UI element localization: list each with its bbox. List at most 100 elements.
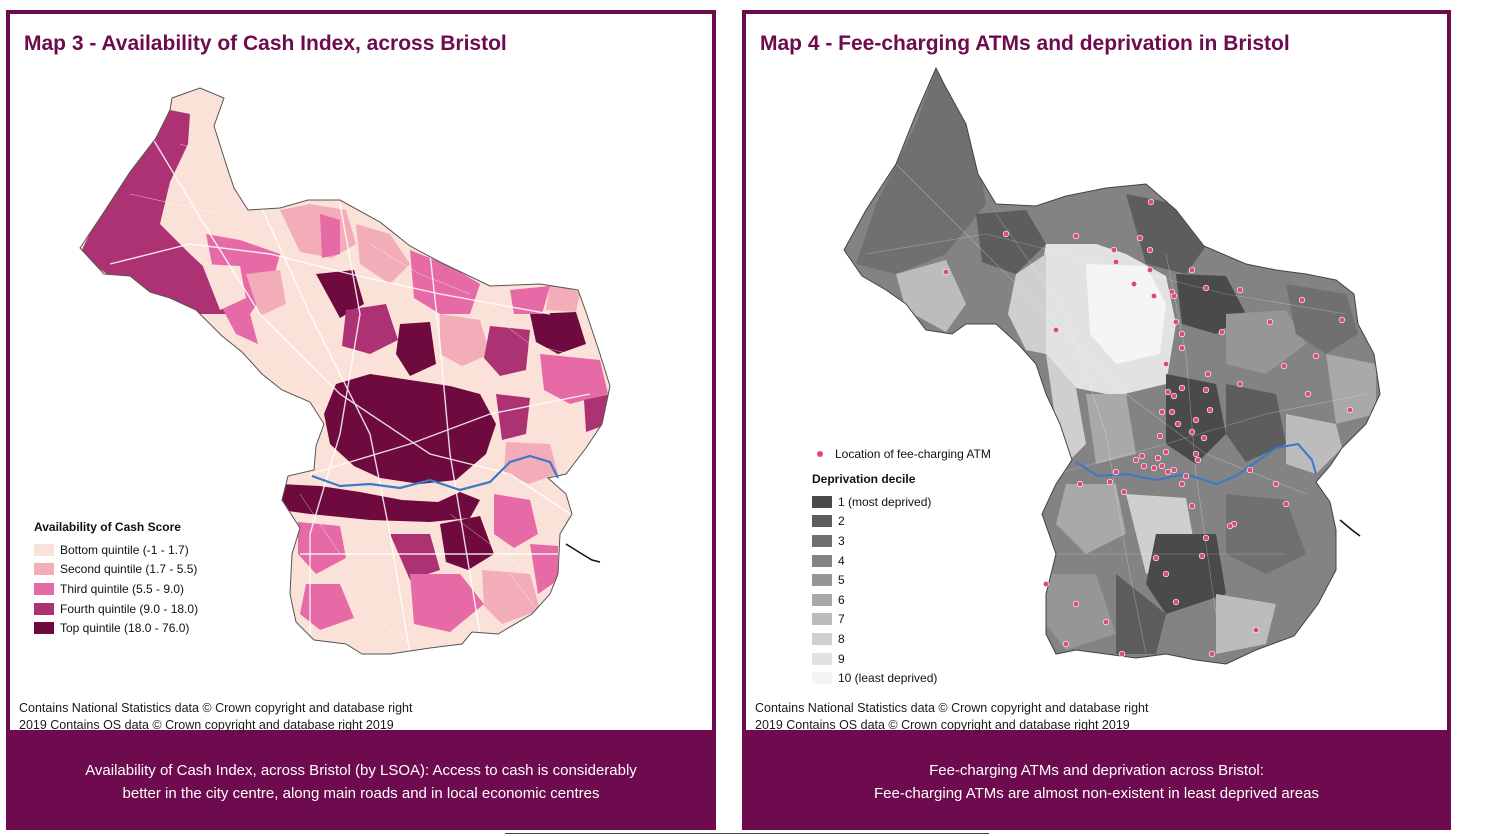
atm-marker	[1136, 234, 1144, 242]
atm-marker	[1218, 328, 1226, 336]
caption-line: Fee-charging ATMs and deprivation across…	[929, 762, 1264, 779]
legend-label: 8	[838, 631, 845, 646]
atm-marker	[1162, 570, 1170, 578]
credit-line: Contains National Statistics data © Crow…	[755, 701, 1149, 715]
legend-title: Deprivation decile	[812, 472, 916, 486]
legend-title: Availability of Cash Score	[34, 520, 181, 534]
legend-swatch	[812, 554, 832, 567]
legend-label: 9	[838, 651, 845, 666]
legend-item-top-quintile: Top quintile (18.0 - 76.0)	[34, 618, 198, 638]
atm-marker	[1188, 266, 1196, 274]
credit-line: 2019 Contains OS data © Crown copyright …	[19, 718, 394, 732]
atm-marker	[1164, 388, 1172, 396]
atm-marker	[1072, 232, 1080, 240]
legend-swatch	[34, 622, 54, 635]
atm-marker	[1106, 478, 1114, 486]
atm-marker	[1198, 552, 1206, 560]
legend-item-decile-7: 7	[812, 610, 991, 630]
atm-marker	[1272, 480, 1280, 488]
atm-marker	[1120, 488, 1128, 496]
atm-marker	[1236, 380, 1244, 388]
legend-swatch	[812, 632, 832, 645]
atm-marker	[1002, 230, 1010, 238]
legend-label: 2	[838, 514, 845, 529]
cash-score-legend: Availability of Cash Score Bottom quinti…	[34, 520, 198, 638]
deprivation-atm-map	[843, 67, 1381, 665]
legend-item-decile-6: 6	[812, 590, 991, 610]
atm-marker	[1202, 284, 1210, 292]
legend-item-decile-2: 2	[812, 512, 991, 532]
legend-swatch	[34, 543, 54, 556]
atm-marker	[1194, 456, 1202, 464]
atm-marker	[1162, 360, 1170, 368]
legend-swatch	[34, 582, 54, 595]
atm-marker	[1236, 286, 1244, 294]
atm-marker	[1112, 258, 1120, 266]
legend-item-bottom-quintile: Bottom quintile (-1 - 1.7)	[34, 540, 198, 560]
atm-marker	[1164, 468, 1172, 476]
legend-swatch	[812, 652, 832, 665]
legend-swatch	[812, 574, 832, 587]
atm-marker	[1130, 280, 1138, 288]
legend-swatch	[812, 613, 832, 626]
map3-panel: Map 3 - Availability of Cash Index, acro…	[6, 10, 716, 734]
legend-label: 1 (most deprived)	[838, 494, 932, 509]
atm-marker	[1204, 370, 1212, 378]
atm-marker	[1178, 344, 1186, 352]
atm-marker	[1172, 598, 1180, 606]
atm-marker	[1146, 246, 1154, 254]
atm-marker	[1188, 428, 1196, 436]
atm-marker	[1172, 318, 1180, 326]
atm-marker-icon	[817, 451, 823, 457]
map4-panel: Map 4 - Fee-charging ATMs and deprivatio…	[742, 10, 1451, 734]
atm-marker	[1202, 534, 1210, 542]
fee-charging-atm-markers	[942, 198, 1354, 658]
legend-item-decile-1: 1 (most deprived)	[812, 492, 991, 512]
deprivation-legend: Location of fee-charging ATM Deprivation…	[812, 444, 991, 688]
atm-marker	[1146, 266, 1154, 274]
legend-swatch	[812, 515, 832, 528]
divider	[505, 833, 989, 834]
atm-marker	[1162, 448, 1170, 456]
atm-marker	[1202, 386, 1210, 394]
atm-marker	[1112, 468, 1120, 476]
map4-credit: Contains National Statistics data © Crow…	[755, 700, 1148, 734]
legend-swatch	[812, 593, 832, 606]
atm-marker	[1280, 362, 1288, 370]
atm-marker	[1298, 296, 1306, 304]
credit-line: 2019 Contains OS data © Crown copyright …	[755, 718, 1130, 732]
atm-marker	[1110, 246, 1118, 254]
atm-marker	[1182, 472, 1190, 480]
map4-title: Map 4 - Fee-charging ATMs and deprivatio…	[760, 32, 1290, 55]
map3-title: Map 3 - Availability of Cash Index, acro…	[24, 32, 507, 55]
atm-marker	[1042, 580, 1050, 588]
atm-marker	[1150, 464, 1158, 472]
legend-label: 5	[838, 573, 845, 588]
legend-label: 3	[838, 533, 845, 548]
atm-marker	[1246, 466, 1254, 474]
caption-line: better in the city centre, along main ro…	[122, 785, 600, 802]
legend-swatch	[812, 495, 832, 508]
map3-caption: Availability of Cash Index, across Brist…	[6, 734, 716, 830]
atm-marker	[942, 268, 950, 276]
credit-line: Contains National Statistics data © Crow…	[19, 701, 413, 715]
atm-marker	[1178, 480, 1186, 488]
atm-marker	[1252, 626, 1260, 634]
river-avon	[311, 454, 559, 492]
legend-item-decile-3: 3	[812, 531, 991, 551]
atm-marker	[1192, 416, 1200, 424]
atm-marker	[1338, 316, 1346, 324]
atm-marker	[1266, 318, 1274, 326]
atm-marker	[1208, 650, 1216, 658]
atm-marker	[1158, 462, 1166, 470]
atm-marker	[1304, 390, 1312, 398]
legend-item-second-quintile: Second quintile (1.7 - 5.5)	[34, 560, 198, 580]
availability-of-cash-map	[79, 87, 611, 655]
atm-marker	[1052, 326, 1060, 334]
atm-marker	[1062, 640, 1070, 648]
legend-item-decile-9: 9	[812, 649, 991, 669]
legend-item-fourth-quintile: Fourth quintile (9.0 - 18.0)	[34, 599, 198, 619]
legend-swatch	[812, 672, 832, 685]
atm-marker	[1178, 330, 1186, 338]
legend-atm-key: Location of fee-charging ATM	[812, 444, 991, 464]
